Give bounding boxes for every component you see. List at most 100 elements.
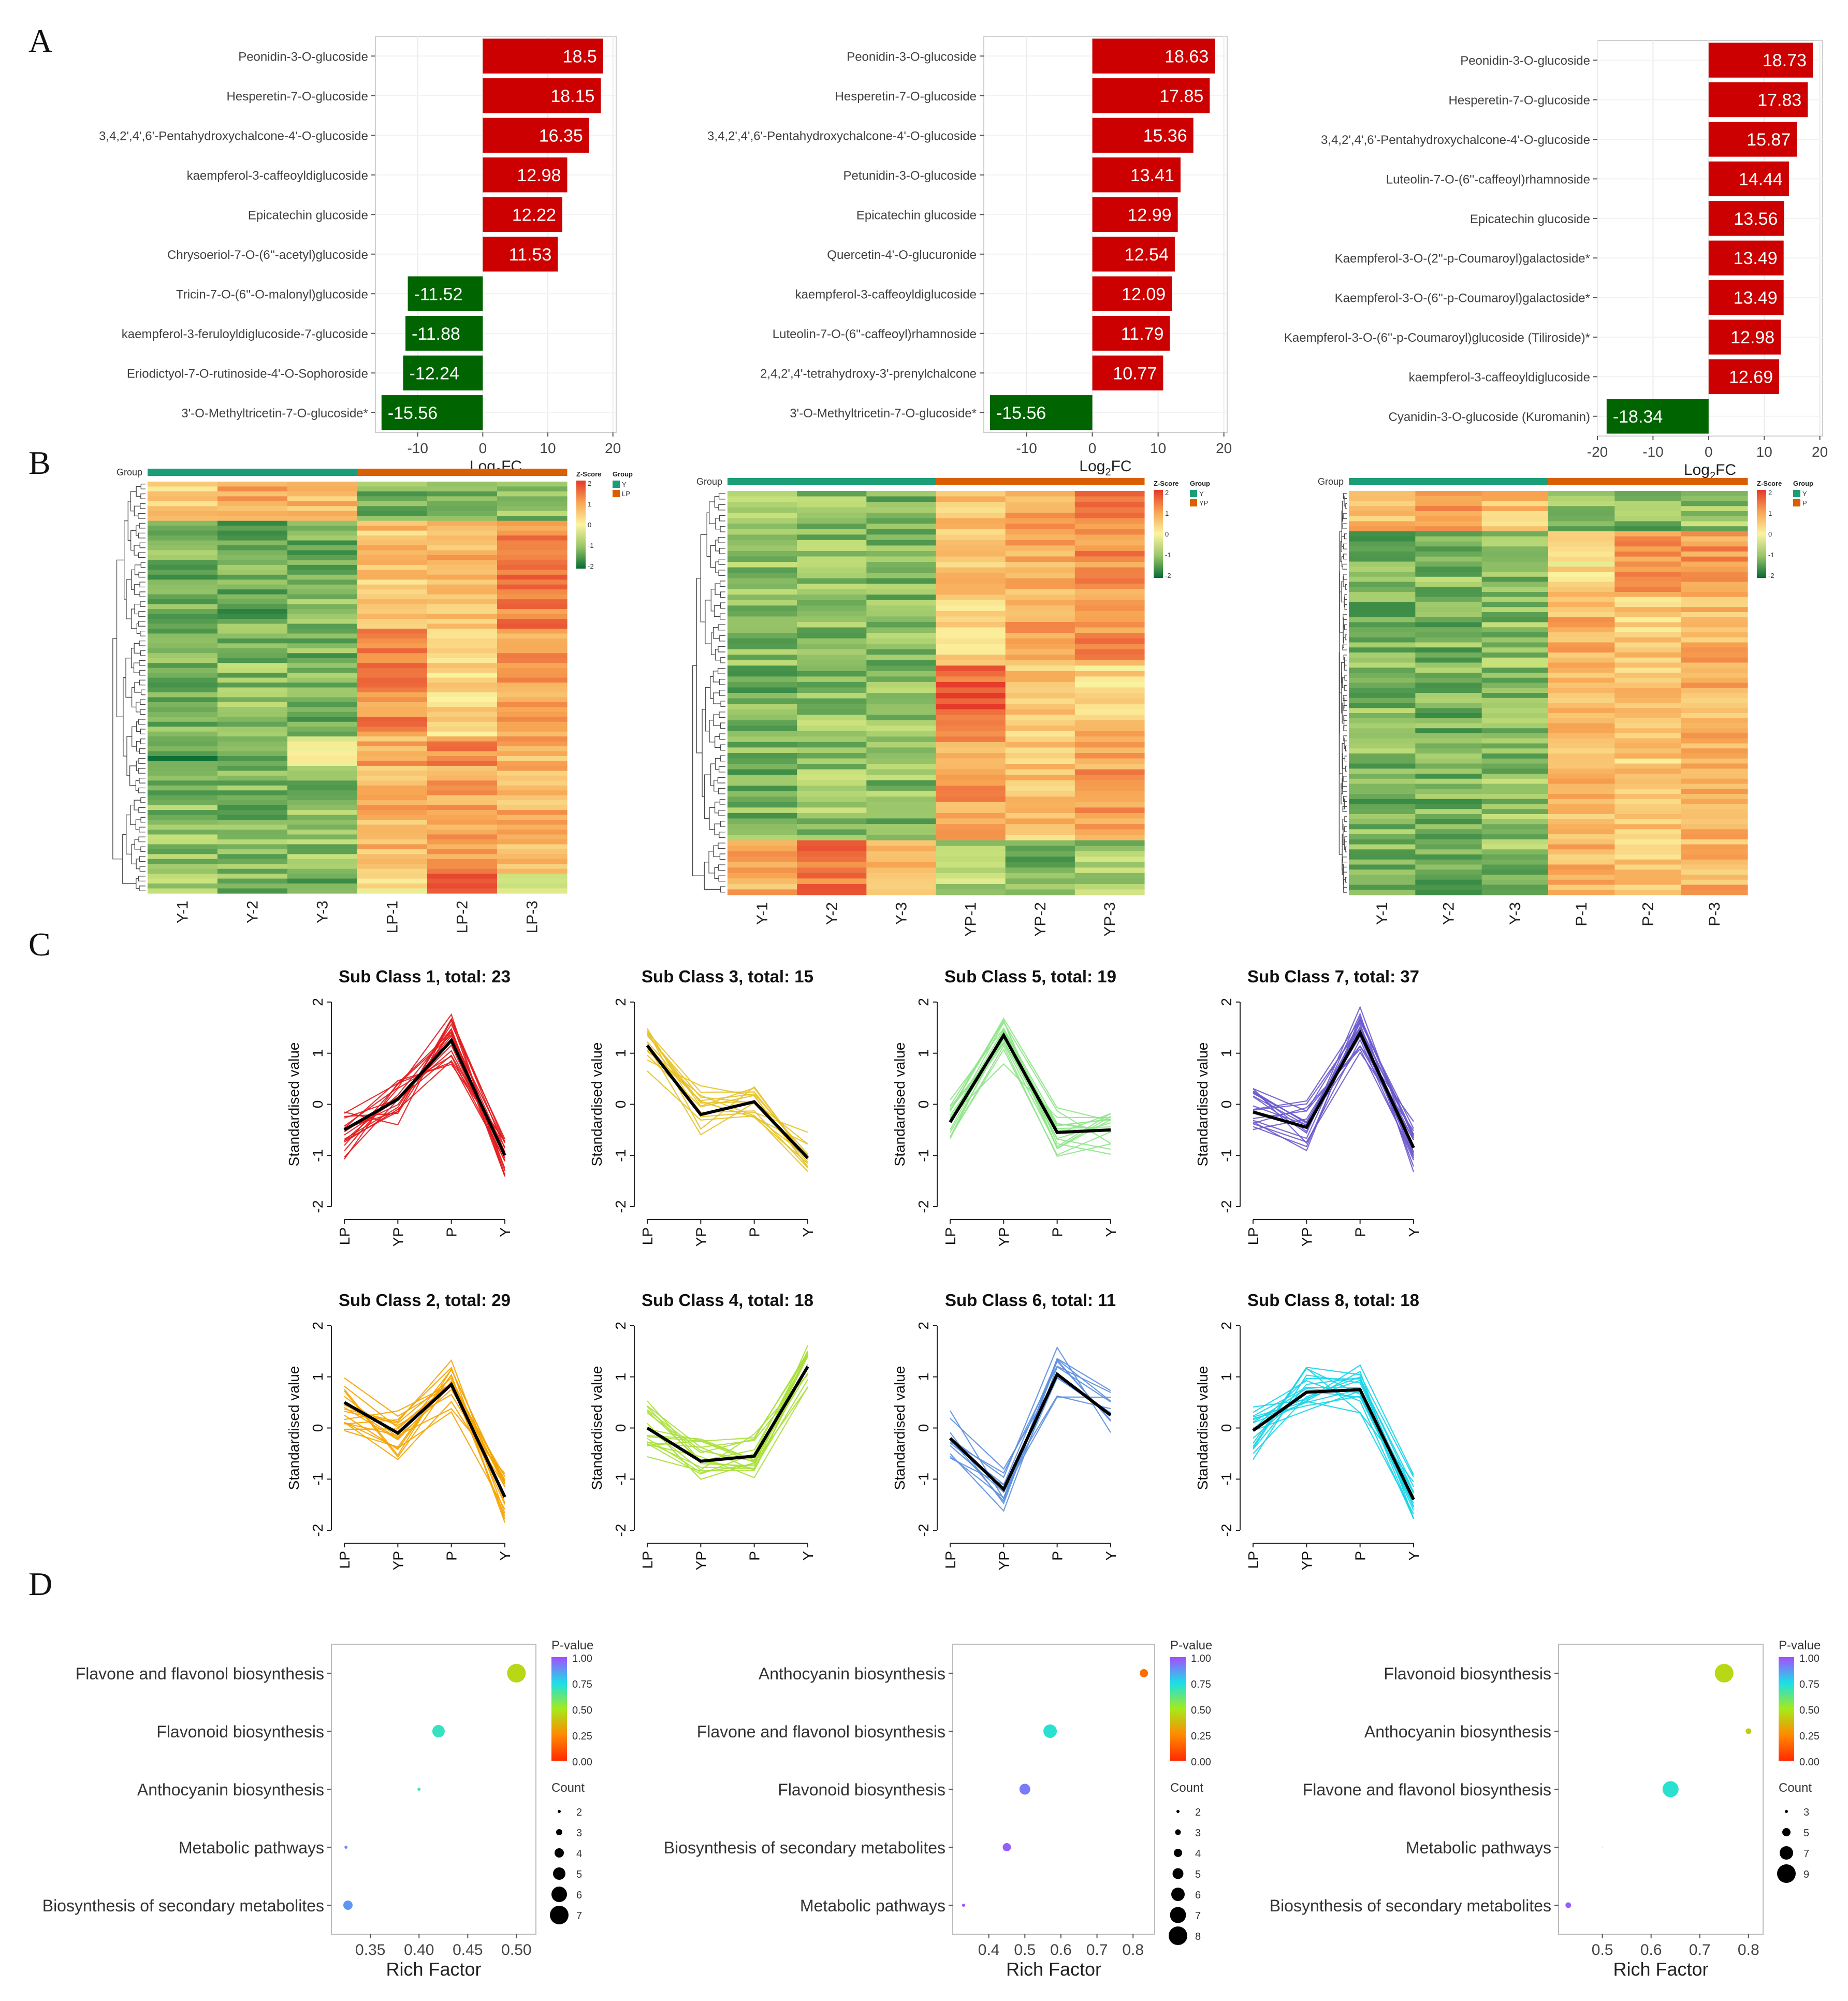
heatmap-cell [866, 496, 937, 502]
heatmap-cell [357, 516, 428, 521]
dendrogram-branch [130, 608, 137, 629]
heatmap-cell [1681, 829, 1748, 835]
heatmap-cell [357, 653, 428, 659]
heatmap-cell [1614, 506, 1682, 512]
heatmap-cell [727, 796, 797, 803]
heatmap-cell [1481, 677, 1549, 684]
heatmap-cell [1415, 839, 1482, 845]
heatmap-cell [427, 868, 498, 874]
heatmap-cell [1481, 526, 1549, 532]
heatmap-cell [1074, 676, 1145, 683]
dendrogram-branch [138, 552, 145, 558]
dendrogram-branch [1343, 493, 1347, 499]
heatmap-cell [497, 520, 568, 526]
dendrogram-branch [720, 821, 725, 827]
heatmap-cell [1074, 529, 1145, 535]
heatmap-cell [1415, 531, 1482, 537]
heatmap-cell [217, 721, 288, 727]
heatmap-cell [497, 790, 568, 796]
dendrogram-branch [139, 679, 145, 686]
dendrogram-branch [1343, 554, 1347, 560]
heatmap-cell [497, 540, 568, 546]
heatmap-cell [866, 747, 937, 753]
heatmap-cell [148, 673, 218, 678]
group-bar-cell [1005, 478, 1075, 485]
heatmap-cell [497, 604, 568, 610]
legend-tick: 2 [1768, 489, 1772, 497]
heatmap-cell [217, 501, 288, 506]
heatmap-cell [797, 524, 867, 530]
heatmap-cell [1415, 748, 1482, 754]
heatmap-cell [217, 683, 288, 688]
heatmap-cell [727, 518, 797, 524]
bar-value-label: -15.56 [996, 403, 1046, 423]
bar-value-label: 18.15 [550, 86, 594, 106]
heatmap-cell [497, 727, 568, 732]
heatmap-cell [797, 633, 867, 639]
heatmap-cell [1481, 713, 1549, 719]
heatmap-cell [287, 663, 358, 669]
x-tick-label: P [1352, 1551, 1369, 1561]
heatmap-cell [1681, 778, 1748, 785]
dendrogram-branch [719, 679, 725, 685]
heatmap-cell [1481, 849, 1549, 855]
heatmap-cell [1349, 627, 1416, 633]
heatmap-cell [217, 727, 288, 732]
heatmap-cell [148, 741, 218, 747]
heatmap-cell [1614, 778, 1682, 785]
legend-tick: -1 [588, 542, 594, 549]
heatmap-cell [1681, 506, 1748, 512]
bar [1708, 201, 1784, 236]
heatmap-cell [1005, 524, 1075, 530]
heatmap-cell [217, 511, 288, 516]
heatmap-cell [357, 883, 428, 889]
heatmap-cell [936, 611, 1006, 617]
heatmap-cell [1349, 804, 1416, 809]
heatmap-cell [1548, 592, 1615, 598]
heatmap-cell [936, 491, 1006, 497]
dendrogram-branch [1342, 806, 1347, 812]
dendrogram-branch [139, 670, 145, 676]
bar [1708, 320, 1781, 355]
heatmap-cell [1481, 728, 1549, 734]
group-label: Group [1318, 476, 1344, 487]
heatmap-cell [497, 643, 568, 649]
bar-value-label: -15.56 [388, 403, 438, 423]
heatmap-cell [217, 579, 288, 585]
heatmap-cell [497, 854, 568, 860]
heatmap-cell [287, 864, 358, 869]
heatmap-cell [1415, 521, 1482, 527]
dendrogram-branch [138, 836, 145, 843]
heatmap-cell [357, 756, 428, 762]
heatmap-cell [287, 829, 358, 835]
heatmap-cell [497, 839, 568, 845]
heatmap-cell [797, 567, 867, 573]
heatmap-cell [1548, 572, 1615, 577]
heatmap-cell [936, 524, 1006, 530]
heatmap-cell [727, 835, 797, 841]
heatmap-cell [1614, 794, 1682, 800]
heatmap-cell [1548, 501, 1615, 506]
heatmap-cell [797, 851, 867, 857]
heatmap-cell [1681, 794, 1748, 800]
bar [483, 118, 589, 153]
heatmap-cell [148, 702, 218, 707]
legend-label: 5 [1803, 1828, 1809, 1839]
heatmap-cell [427, 673, 498, 678]
heatmap-cell [357, 594, 428, 600]
heatmap-cell [797, 507, 867, 513]
heatmap-cell [1415, 556, 1482, 562]
bar-value-label: 13.49 [1734, 249, 1778, 268]
heatmap-cell [1005, 545, 1075, 552]
heatmap-cell [287, 491, 358, 497]
heatmap-cell [866, 786, 937, 792]
bar [483, 237, 558, 272]
heatmap-cell [936, 600, 1006, 606]
column-label: Y-3 [314, 901, 331, 923]
heatmap-cell [1548, 718, 1615, 724]
member-line [344, 1368, 505, 1484]
heatmap-cell [287, 589, 358, 595]
heatmap-cell [287, 638, 358, 644]
dendrogram-branch [1342, 563, 1347, 570]
heatmap-cell [427, 555, 498, 561]
